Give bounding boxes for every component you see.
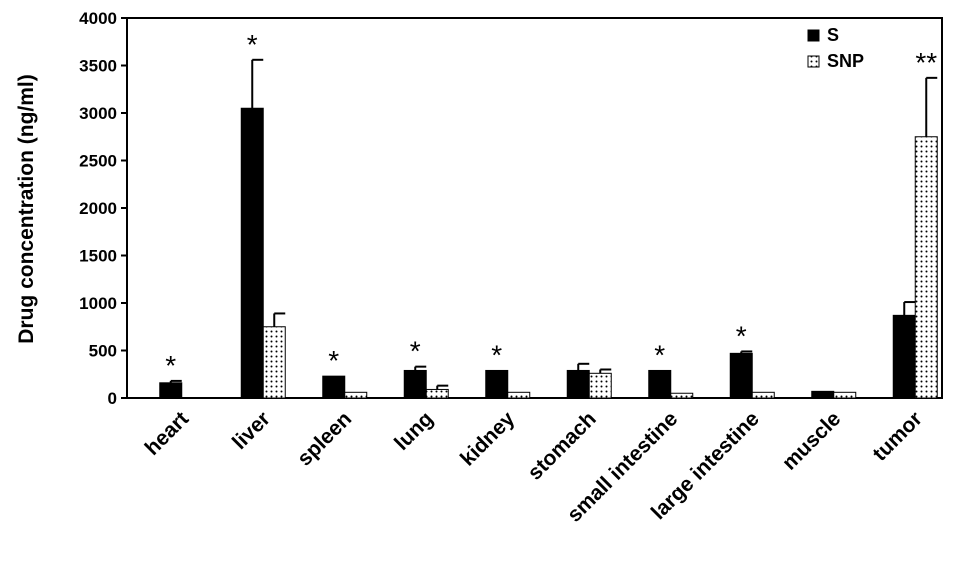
significance-marker: *	[736, 320, 747, 351]
significance-marker: *	[654, 339, 665, 370]
legend-label-s: S	[827, 25, 839, 45]
significance-marker: **	[915, 47, 937, 78]
bar-snp-kidney	[507, 391, 531, 399]
bar-s-stomach	[566, 369, 590, 399]
legend-swatch-s	[807, 29, 820, 42]
bar-s-tumor	[892, 314, 916, 399]
category-label: tumor	[868, 407, 926, 465]
category-label: lung	[390, 407, 438, 455]
y-tick-label: 500	[89, 342, 117, 361]
category-label: stomach	[523, 407, 600, 484]
bar-snp-muscle	[833, 391, 857, 399]
y-axis-title: Drug concentration (ng/ml)	[15, 74, 38, 344]
y-tick-label: 0	[108, 389, 117, 408]
legend-swatch-snp	[807, 55, 820, 68]
y-tick-label: 4000	[79, 9, 117, 28]
bar-s-muscle	[811, 390, 835, 399]
significance-marker: *	[165, 350, 176, 381]
bar-s-liver	[240, 107, 264, 399]
bar-s-spleen	[322, 375, 346, 399]
y-tick-label: 2500	[79, 152, 117, 171]
y-tick-label: 3000	[79, 104, 117, 123]
bar-s-heart	[159, 382, 183, 399]
bar-snp-liver	[262, 326, 286, 399]
category-label: liver	[228, 407, 275, 454]
category-label: muscle	[778, 407, 845, 474]
bar-snp-small-intestine	[670, 392, 694, 399]
category-label: kidney	[456, 407, 520, 471]
y-tick-label: 2000	[79, 199, 117, 218]
significance-marker: *	[410, 336, 421, 367]
bar-snp-spleen	[344, 391, 368, 399]
y-tick-label: 1500	[79, 247, 117, 266]
y-tick-label: 1000	[79, 294, 117, 313]
bar-s-small-intestine	[648, 369, 672, 399]
significance-marker: *	[491, 339, 502, 370]
bar-snp-large-intestine	[751, 391, 775, 399]
category-label: spleen	[293, 407, 356, 470]
legend: S SNP	[807, 25, 864, 71]
bar-snp-stomach	[588, 372, 612, 399]
bar-snp-lung	[425, 388, 449, 399]
y-tick-label: 3500	[79, 57, 117, 76]
significance-marker: *	[247, 29, 258, 60]
legend-label-snp: SNP	[827, 51, 864, 71]
bar-s-kidney	[485, 369, 509, 399]
significance-marker: *	[328, 345, 339, 376]
bar-s-large-intestine	[729, 352, 753, 399]
category-label: heart	[141, 407, 194, 460]
plot-area: 0 500 1000 1500 2000 2500 3000 3500 4000 heart liv…	[79, 9, 943, 527]
bar-snp-tumor	[914, 136, 938, 399]
bar-s-lung	[403, 369, 427, 399]
